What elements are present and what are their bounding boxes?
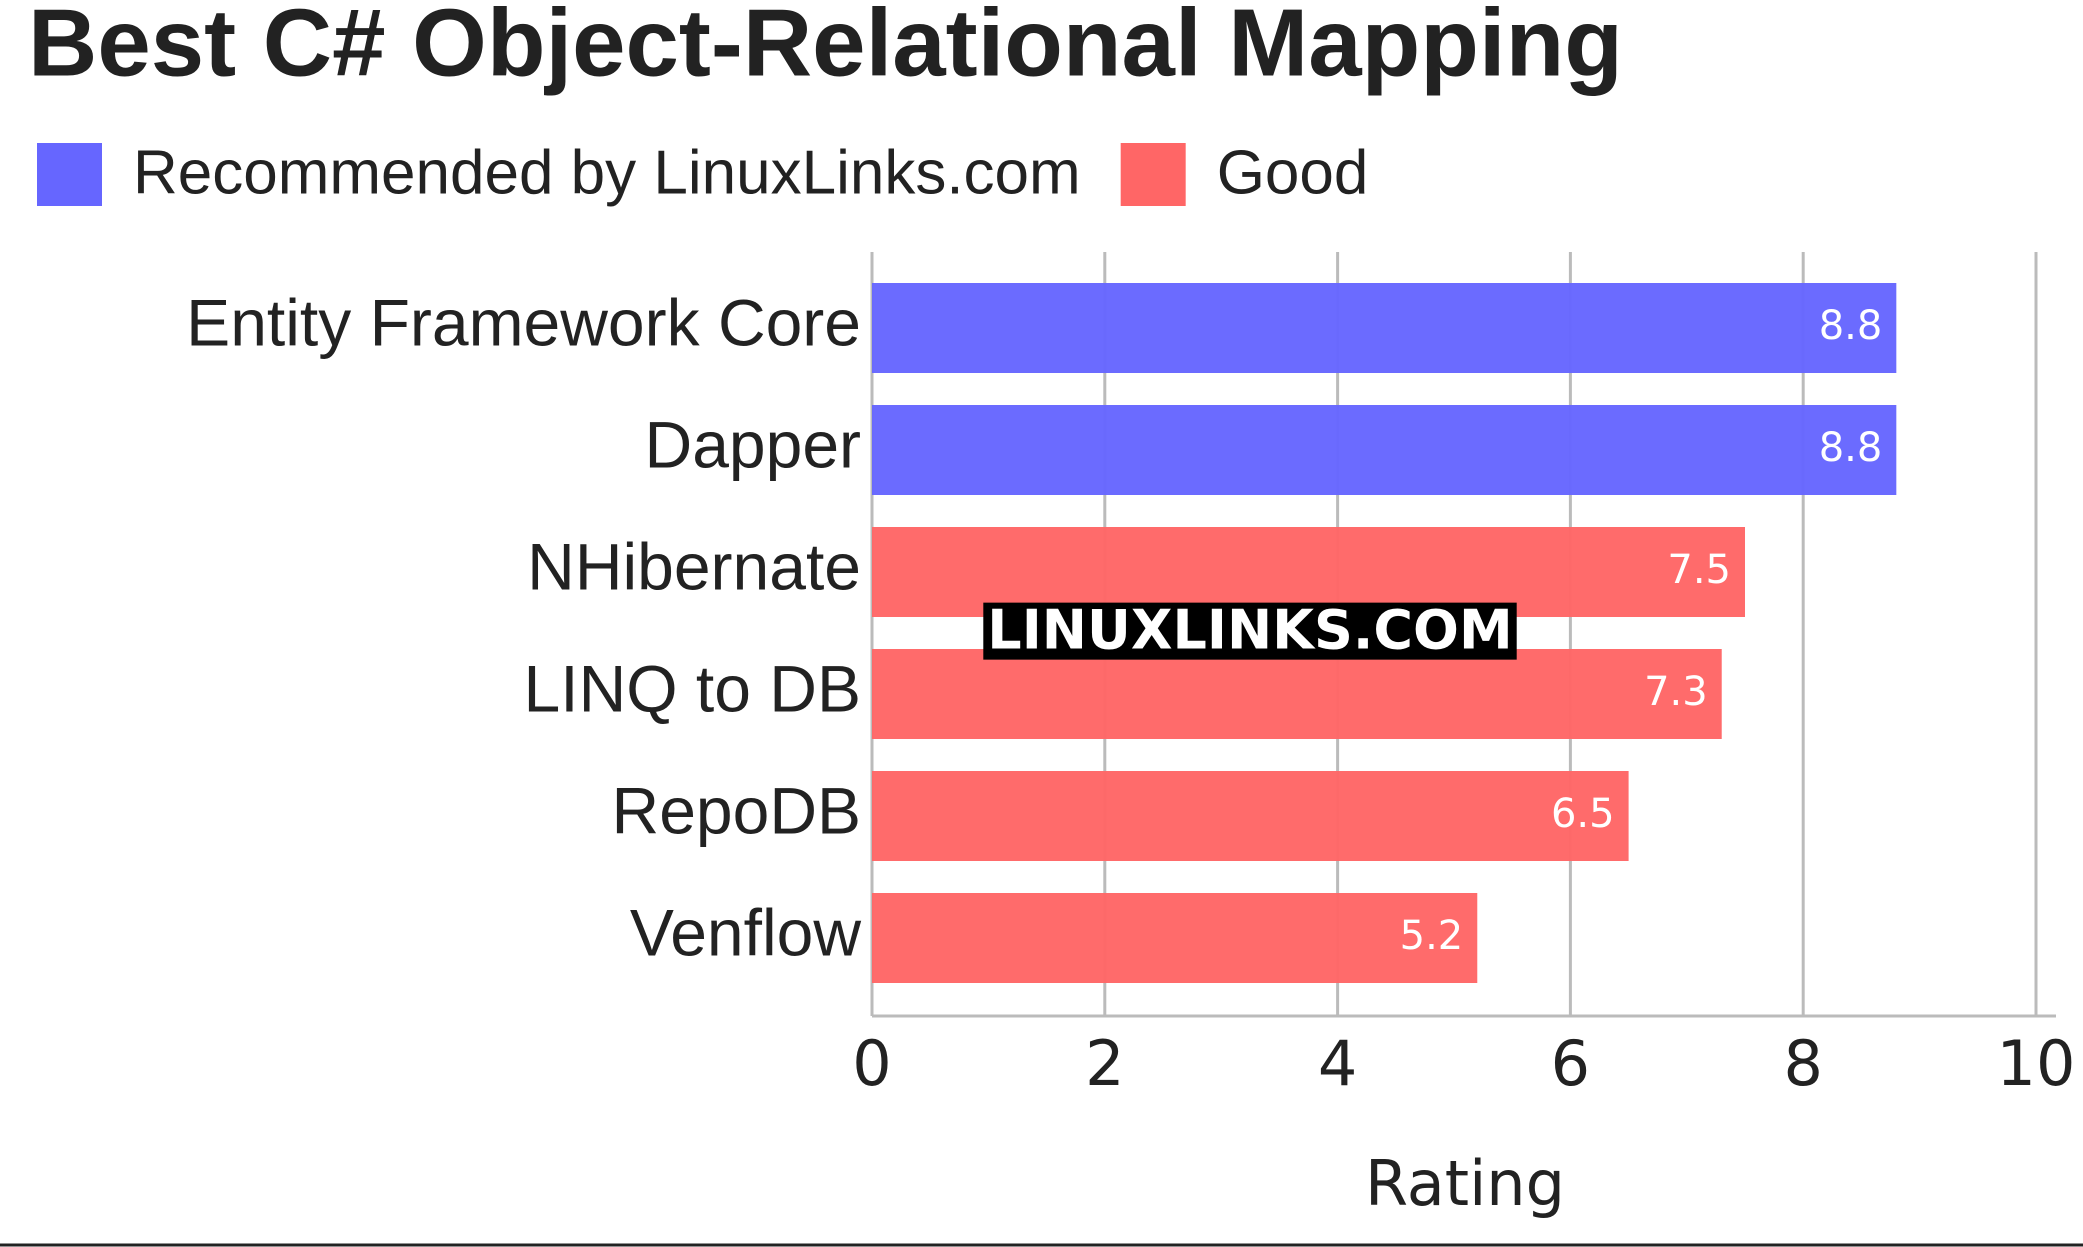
bar [872,893,1478,983]
legend-swatch [37,143,102,206]
legend-label: Good [1217,138,1369,207]
watermark: LINUXLINKS.COM [987,599,1512,662]
y-tick-label: LINQ to DB [524,651,861,725]
x-tick-label: 0 [852,1027,891,1100]
y-tick-label: NHibernate [527,529,861,603]
bar [872,771,1629,861]
bar [872,405,1897,495]
bar [872,527,1745,617]
value-label: 6.5 [1551,791,1615,837]
value-label: 7.5 [1667,547,1731,593]
x-tick-label: 2 [1085,1027,1124,1100]
x-tick-label: 8 [1783,1027,1822,1100]
x-tick-label: 6 [1551,1027,1590,1100]
chart-title: Best C# Object-Relational Mapping [28,0,1623,96]
legend-label: Recommended by LinuxLinks.com [133,138,1081,207]
legend-swatch [1120,143,1186,206]
value-label: 5.2 [1400,913,1464,959]
y-tick-label: Entity Framework Core [186,285,861,359]
x-axis-label: Rating [1365,1147,1565,1220]
bar [872,649,1722,739]
x-tick-label: 4 [1318,1027,1357,1100]
y-tick-label: Venflow [630,895,861,969]
value-label: 7.3 [1644,669,1708,715]
y-tick-label: RepoDB [612,773,861,847]
y-tick-label: Dapper [645,407,861,481]
value-label: 8.8 [1819,303,1883,349]
bar [872,283,1897,373]
watermark-background [983,602,1517,660]
x-tick-label: 10 [1997,1027,2076,1100]
value-label: 8.8 [1819,425,1883,471]
